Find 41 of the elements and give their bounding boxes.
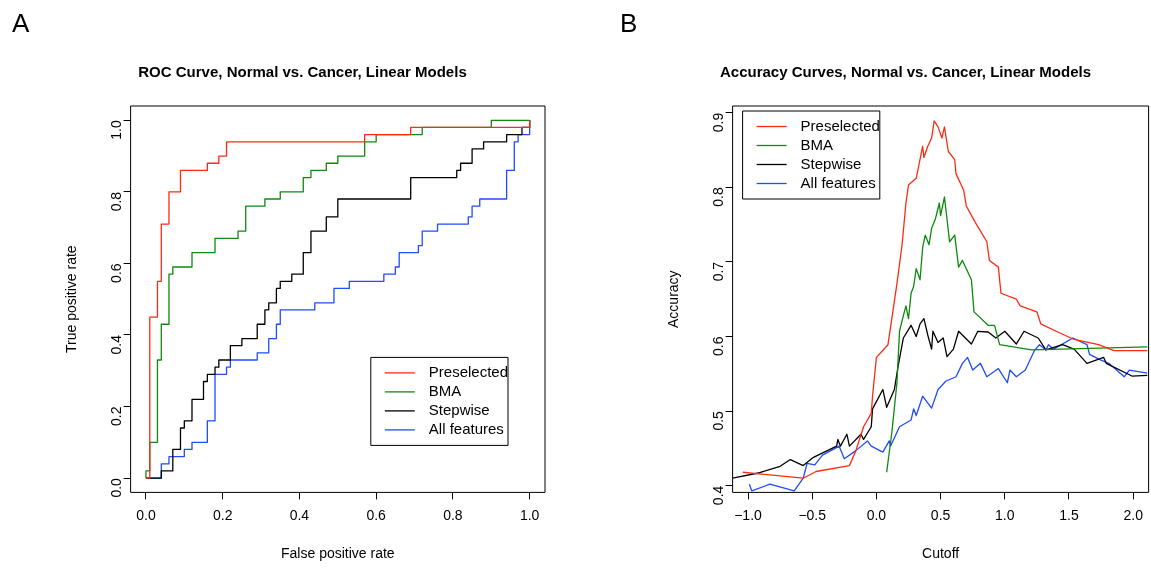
y-tick-label: 0.8: [710, 187, 727, 207]
legend-label: Stepwise: [428, 401, 490, 419]
legend-label: All features: [428, 420, 504, 438]
y-tick-label: 1.0: [108, 120, 125, 140]
y-tick-label: 0.5: [710, 410, 727, 431]
x-tick-label: 0.0: [136, 506, 156, 523]
x-tick-label: 0.8: [443, 506, 463, 523]
legend-label: All features: [800, 173, 876, 191]
x-tick-label: 1.0: [995, 506, 1015, 523]
x-axis-title: False positive rate: [281, 545, 395, 562]
y-tick-label: 0.7: [710, 261, 727, 282]
y-tick-label: 0.9: [710, 112, 727, 133]
legend-label: BMA: [428, 382, 462, 400]
y-tick-label: 0.8: [108, 191, 125, 212]
legend-label: Preselected: [428, 363, 509, 381]
chart-title: ROC Curve, Normal vs. Cancer, Linear Models: [138, 63, 467, 81]
y-axis-title: Accuracy: [665, 270, 682, 328]
x-axis-title: Cutoff: [922, 545, 960, 562]
y-axis-title: True positive rate: [63, 245, 80, 354]
text: A: [12, 8, 30, 39]
x-tick-label: 1.5: [1059, 506, 1079, 523]
x-tick-label: 0.4: [289, 506, 310, 523]
x-tick-label: −0.5: [798, 506, 827, 523]
y-tick-label: 0.4: [108, 334, 125, 355]
text: B: [620, 8, 638, 39]
x-tick-label: 0.5: [930, 506, 951, 523]
y-tick-label: 0.4: [710, 485, 727, 506]
x-tick-label: 1.0: [519, 506, 540, 523]
legend-label: BMA: [800, 135, 834, 153]
legend-label: Stepwise: [800, 154, 862, 172]
y-tick-label: 0.2: [108, 406, 125, 426]
y-tick-label: 0.6: [710, 336, 727, 356]
chart-title: Accuracy Curves, Normal vs. Cancer, Linear Models: [720, 63, 1091, 81]
x-tick-label: −1.0: [734, 506, 763, 523]
x-tick-label: 0.0: [866, 506, 887, 523]
legend-label: Preselected: [800, 116, 880, 134]
x-tick-label: 0.2: [212, 506, 233, 523]
y-tick-label: 0.6: [108, 263, 125, 283]
x-tick-label: 0.6: [366, 506, 387, 523]
x-tick-label: 2.0: [1123, 506, 1144, 523]
y-tick-label: 0.0: [108, 477, 125, 498]
